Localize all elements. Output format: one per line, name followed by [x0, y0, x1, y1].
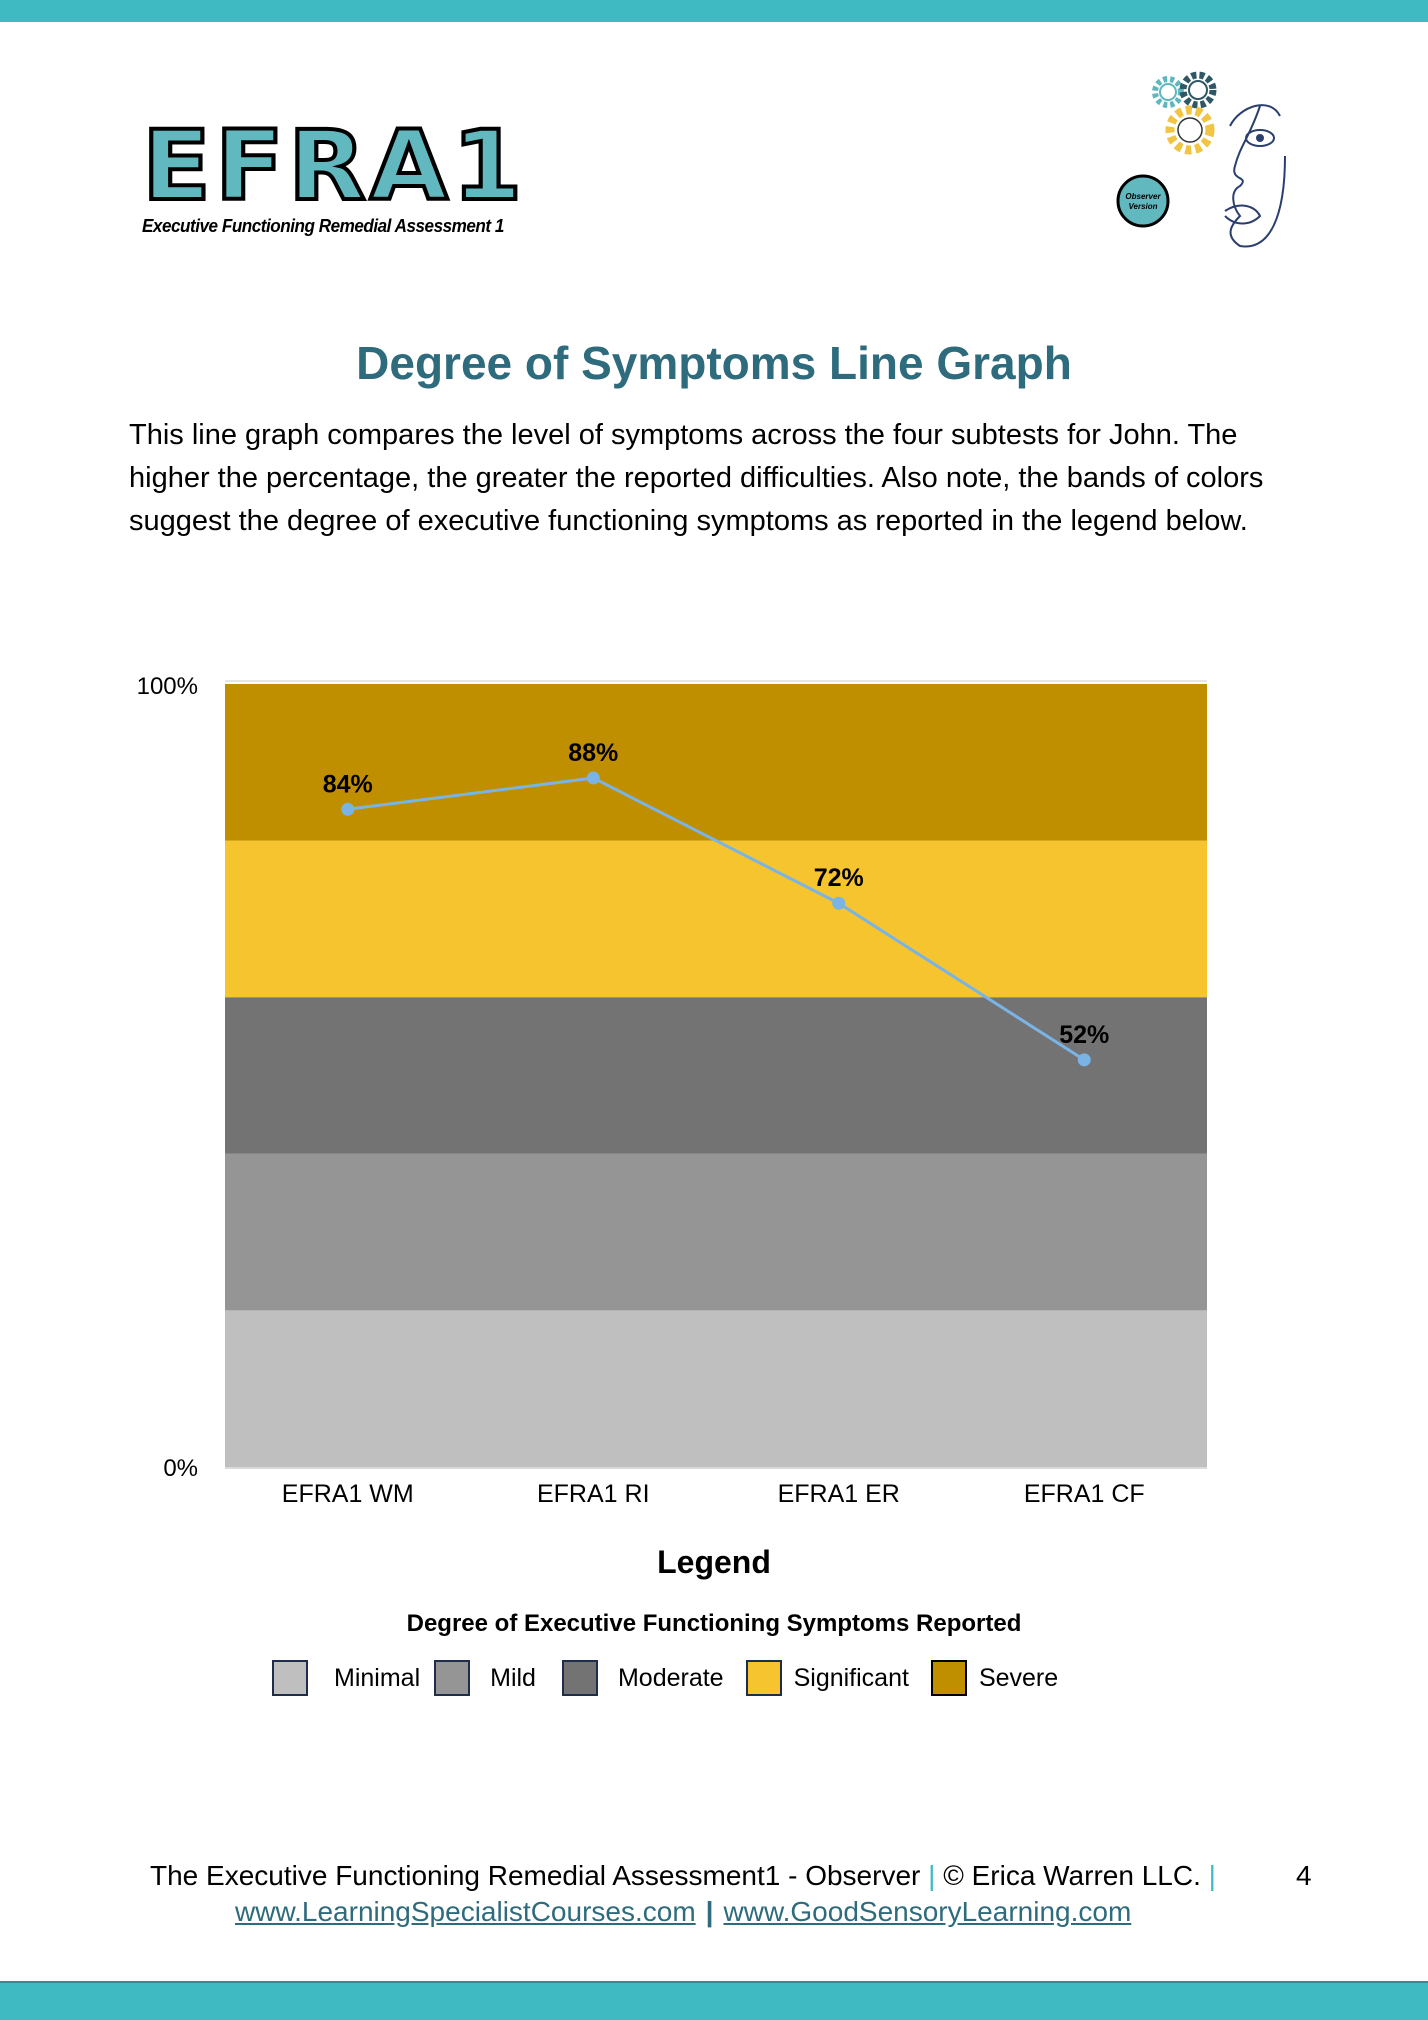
data-label: 84%: [323, 770, 373, 798]
x-tick-label: EFRA1 WM: [282, 1480, 414, 1508]
band-moderate: [225, 997, 1207, 1154]
observer-version-badge: [1116, 174, 1170, 228]
legend-label: Significant: [793, 1663, 909, 1692]
band-severe: [225, 684, 1207, 841]
legend-swatch: [561, 1660, 598, 1696]
data-point: [1077, 1053, 1091, 1067]
x-tick-label: EFRA1 RI: [537, 1480, 650, 1508]
legend-swatch: [745, 1660, 782, 1696]
gear-icon: [1179, 71, 1217, 109]
legend: Minimal Mild Moderate Significant Severe: [272, 1660, 1072, 1696]
data-point: [586, 771, 600, 785]
gear-icon: [1165, 105, 1215, 155]
x-tick-label: EFRA1 CF: [1024, 1480, 1145, 1508]
legend-item-severe: Severe: [930, 1660, 1059, 1696]
top-accent-bar: [0, 0, 1428, 22]
svg-text:Observer: Observer: [1125, 192, 1161, 201]
legend-swatch: [272, 1660, 308, 1696]
series-line: [347, 776, 1086, 1062]
legend-label: Severe: [978, 1663, 1059, 1692]
intro-paragraph: This line graph compares the level of sy…: [129, 419, 1264, 537]
gear-icon: [1152, 76, 1184, 108]
y-tick-label: 0%: [163, 1455, 198, 1482]
page-number: 4: [1296, 1860, 1312, 1891]
data-point: [832, 896, 846, 910]
data-label: 88%: [568, 739, 618, 767]
footer-copyright: © Erica Warren LLC.: [943, 1860, 1201, 1891]
footer-line: The Executive Functioning Remedial Asses…: [150, 1860, 1216, 1892]
data-label: 52%: [1059, 1021, 1109, 1049]
footer-doc-title: The Executive Functioning Remedial Asses…: [150, 1860, 921, 1891]
footer-separator: |: [1208, 1860, 1216, 1891]
x-tick-label: EFRA1 ER: [778, 1480, 900, 1508]
learning-specialist-courses-link[interactable]: www.LearningSpecialistCourses.com: [235, 1896, 696, 1927]
logo-wordmark: EFRA1: [140, 110, 527, 222]
legend-item-minimal: Minimal: [272, 1660, 420, 1696]
observer-face-gears-illustration: Observer Version: [1116, 71, 1286, 248]
legend-item-moderate: Moderate: [561, 1660, 724, 1696]
data-point: [341, 802, 355, 816]
legend-subtitle: Degree of Executive Functioning Symptoms…: [406, 1610, 1022, 1637]
legend-item-significant: Significant: [745, 1660, 909, 1696]
footer-separator: |: [705, 1896, 714, 1927]
legend-swatch: [434, 1660, 471, 1696]
data-label: 72%: [814, 864, 864, 892]
efra1-logo: EFRA1 Executive Functioning Remedial Ass…: [140, 116, 524, 237]
line-chart: 100% 0% 84% EFRA1 WM 88% EFRA1 RI 72% EFRA1 ER 5…: [137, 673, 1207, 1508]
page-title: Degree of Symptoms Line Graph: [356, 337, 1072, 389]
legend-title: Legend: [657, 1544, 771, 1580]
band-minimal: [225, 1310, 1207, 1467]
svg-text:Version: Version: [1128, 202, 1157, 211]
good-sensory-learning-link[interactable]: www.GoodSensoryLearning.com: [723, 1896, 1132, 1927]
band-significant: [225, 840, 1207, 998]
band-mild: [225, 1153, 1207, 1311]
legend-item-mild: Mild: [434, 1660, 536, 1696]
footer-separator: |: [928, 1860, 936, 1891]
y-tick-label: 100%: [137, 673, 198, 700]
legend-label: Minimal: [334, 1663, 421, 1692]
bottom-accent-bar: [0, 1981, 1428, 2020]
legend-swatch: [930, 1660, 967, 1696]
legend-label: Moderate: [617, 1663, 724, 1692]
legend-label: Mild: [490, 1663, 536, 1692]
logo-subtitle: Executive Functioning Remedial Assessmen…: [142, 216, 504, 236]
footer-links: www.LearningSpecialistCourses.com | www.Go…: [235, 1896, 1131, 1928]
